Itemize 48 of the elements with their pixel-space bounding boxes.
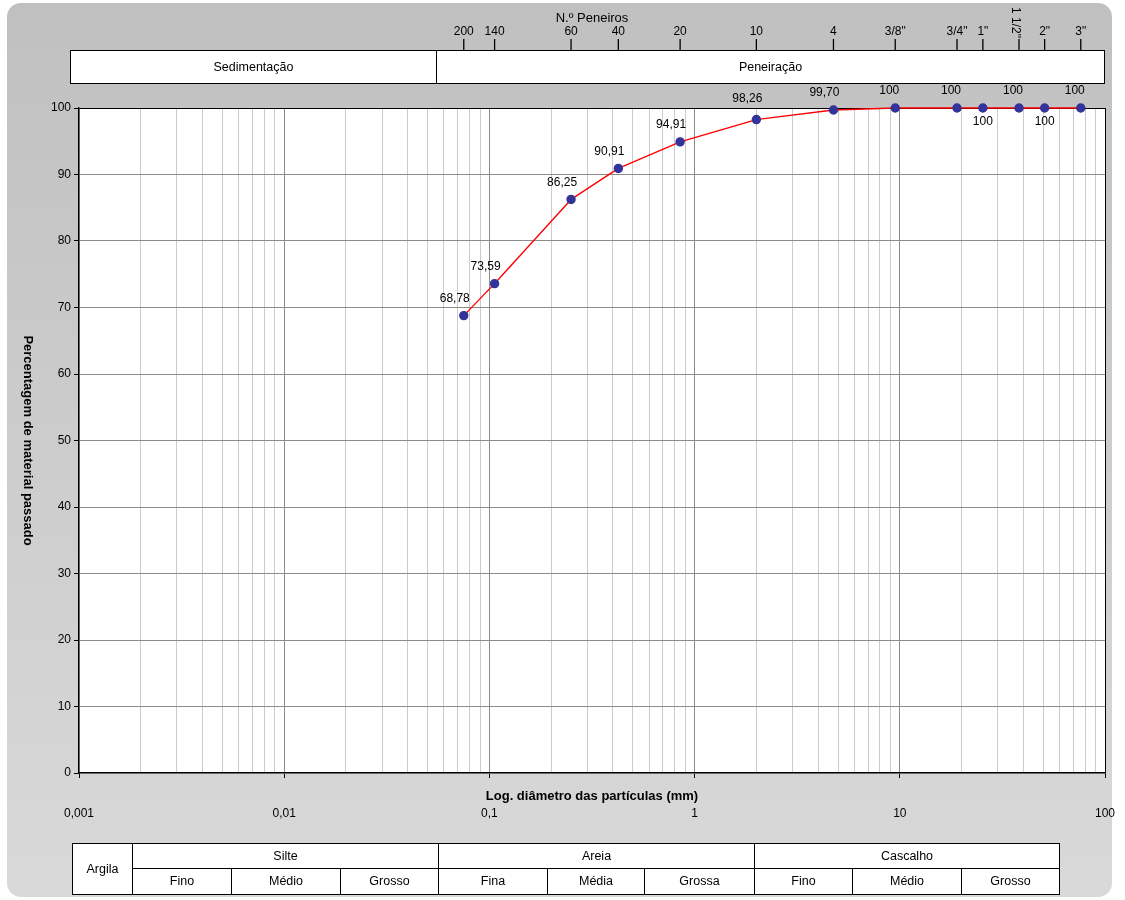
x-tick-label: 0,01: [272, 805, 297, 820]
annotation: 40: [611, 24, 626, 39]
y-tick-label: 60: [57, 366, 72, 381]
data-label: 68,78: [439, 290, 471, 305]
y-tick-label: 30: [57, 565, 72, 580]
data-label: 100: [1002, 83, 1024, 98]
annotation: 140: [484, 24, 505, 39]
y-tick-label: 70: [57, 299, 72, 314]
y-tick-label: 20: [57, 632, 72, 647]
soil-class-table: Argila Silte Areia Cascalho Fino Médio Grosso Fina Média Grossa Fino Médio Grosso: [72, 843, 1060, 895]
annotation: 4: [830, 24, 838, 39]
x-tick-label: 10: [893, 805, 907, 820]
data-label: 100: [940, 83, 962, 98]
x-tick-label: 1: [691, 805, 699, 820]
x-tick-label: 100: [1094, 805, 1116, 820]
data-label: 100: [972, 114, 994, 129]
y-axis-title: Percentagem de material passado: [21, 335, 37, 546]
x2-axis-title: N.º Peneiros: [555, 9, 629, 25]
data-label: 99,70: [809, 85, 840, 100]
data-label: 98,26: [732, 91, 763, 106]
data-label: 100: [1034, 114, 1055, 129]
y-tick-label: 10: [57, 698, 72, 713]
y-tick-label: 80: [57, 233, 72, 248]
x-tick-label: 0,001: [63, 805, 95, 820]
method-table: Sedimentação Peneiração: [70, 50, 1105, 84]
y-tick-label: 40: [57, 499, 72, 514]
annotation: 3/8": [884, 24, 906, 39]
annotation: 1": [977, 24, 989, 39]
data-label: 94,91: [656, 117, 687, 132]
data-label: 73,59: [470, 258, 501, 273]
y-tick-label: 50: [57, 432, 72, 447]
y-tick-label: 90: [57, 166, 72, 181]
data-label: 86,25: [547, 174, 578, 189]
annotation: 10: [749, 24, 764, 39]
annotation: 3/4": [946, 24, 968, 39]
data-label: 100: [879, 83, 900, 98]
annotation: 60: [564, 24, 579, 39]
annotation: 1 1/2": [1008, 7, 1023, 38]
data-label: 100: [1064, 83, 1086, 98]
x-axis-title: Log. diâmetro das partículas (mm): [485, 787, 699, 803]
annotation: 2": [1039, 24, 1051, 39]
x-tick-label: 0,1: [481, 805, 499, 820]
annotation: 200: [453, 24, 475, 39]
y-tick-label: 0: [64, 765, 72, 780]
annotation: 20: [673, 24, 688, 39]
y-tick-label: 100: [50, 100, 72, 115]
data-label: 90,91: [594, 143, 625, 158]
annotation: 3": [1075, 24, 1087, 39]
